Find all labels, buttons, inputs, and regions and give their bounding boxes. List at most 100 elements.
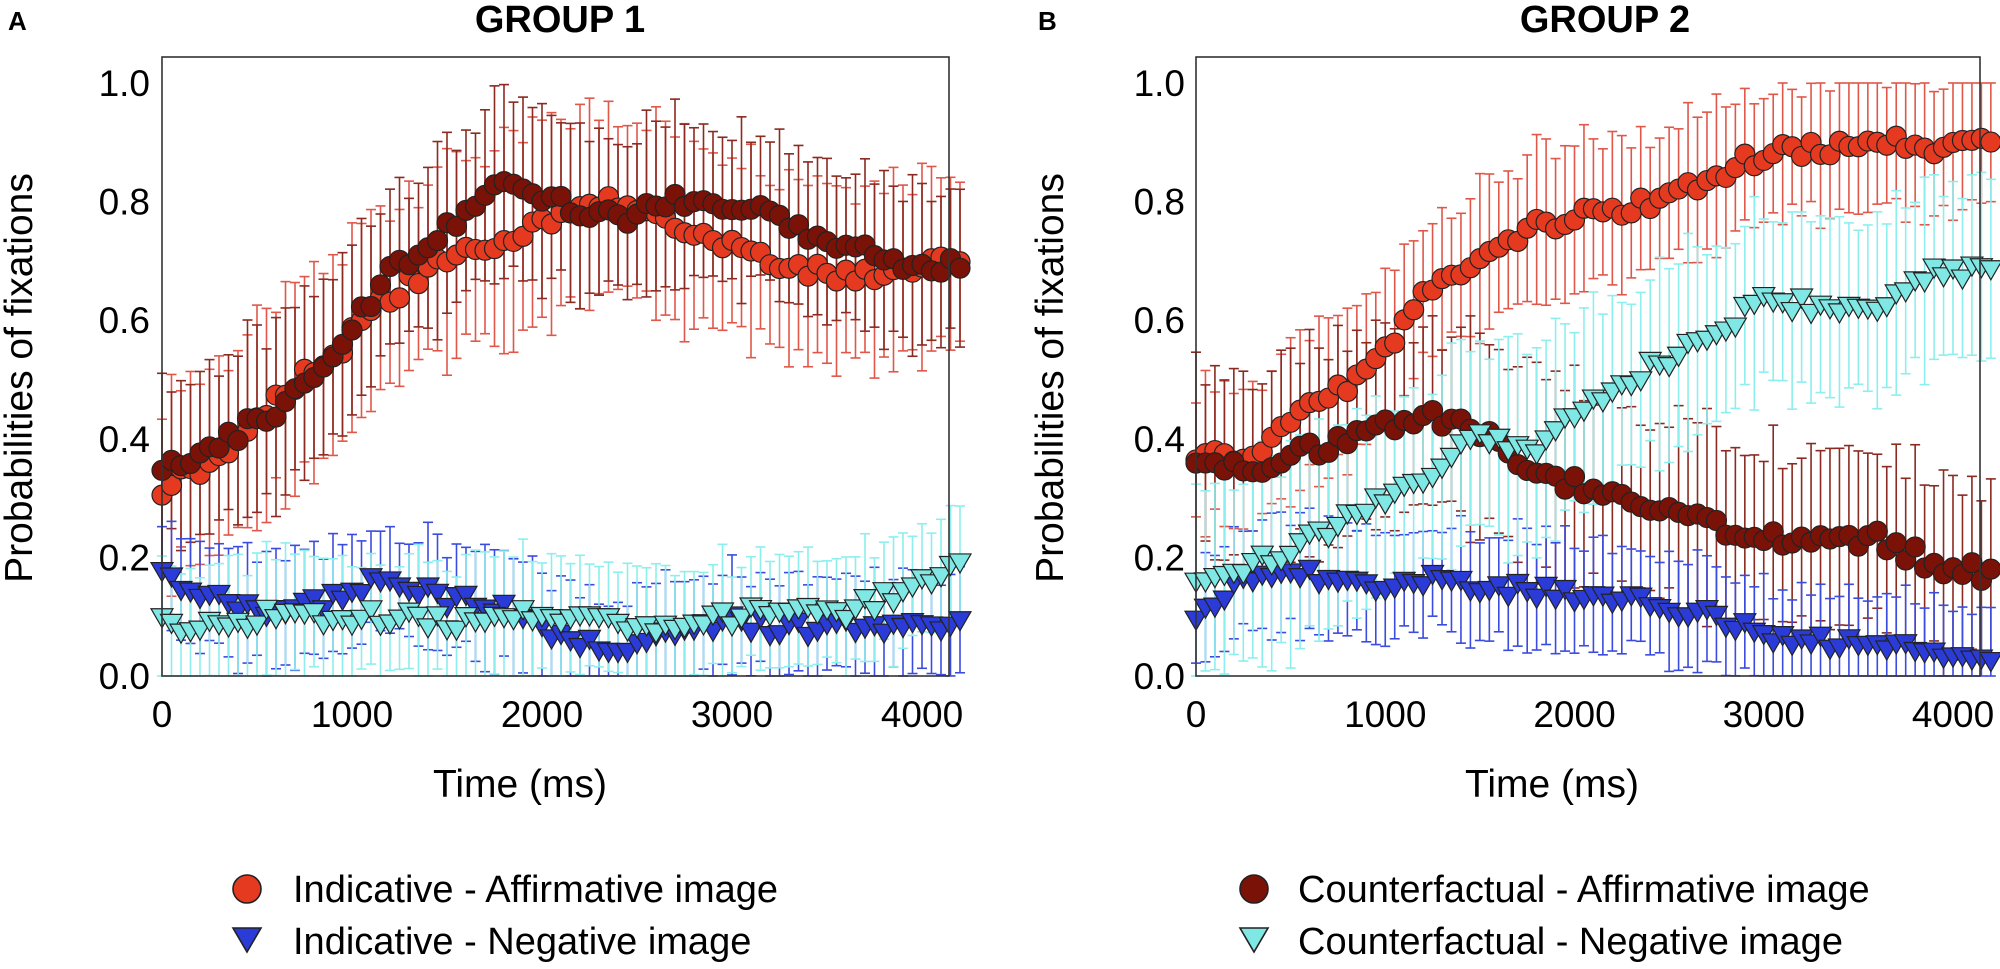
panel-a-y-tick-label: 0.6 (99, 300, 150, 341)
panel-b-point (1657, 356, 1682, 378)
legend-left: Indicative - Affirmative image Indicativ… (231, 869, 778, 963)
panel-a-point (928, 567, 954, 588)
panel-a-frame (161, 56, 950, 677)
panel-b-point (1563, 466, 1586, 488)
panel-b-y-axis-label: Probabilities of fixations (1029, 173, 1072, 583)
panel-a-point (244, 615, 270, 637)
panel-b-point (1874, 297, 1899, 318)
panel-b-x-tick-label: 2000 (1533, 694, 1615, 735)
panel-a-point (426, 230, 449, 252)
panel-b-point (1666, 346, 1691, 368)
panel-b-series-counterfactual-negative-image (1183, 256, 2000, 594)
panel-b-point (1524, 444, 1549, 466)
panel-b-point (1231, 564, 1256, 585)
panel-b-point (1704, 605, 1729, 627)
legend-counterfactual-negative-label: Counterfactual - Negative image (1298, 921, 1843, 963)
panel-b-point (1628, 371, 1653, 393)
panel-a-point (349, 583, 374, 605)
panel-b-point (1980, 558, 2000, 580)
panel-a-point (852, 589, 878, 610)
panel-b-y-tick-label: 1.0 (1134, 63, 1185, 104)
panel-a-y-tick-label: 0.4 (99, 419, 150, 460)
panel-b-point (1403, 299, 1425, 321)
panel-b-point (1288, 533, 1313, 554)
panel-b-point (1384, 332, 1406, 354)
panel-a-point (360, 295, 382, 318)
panel-b-ticks: 0 1000 2000 3000 4000 0.0 0.2 0.4 0.6 0.8 1.0 (1134, 63, 1995, 735)
panel-b-point (1278, 545, 1303, 567)
panel-a-point (407, 272, 430, 295)
panel-b-point (1524, 588, 1549, 610)
panel-a-point (691, 615, 716, 637)
panel-b-point (1590, 392, 1615, 413)
panel-b-title: GROUP 2 (1520, 0, 1690, 41)
panel-a-x-tick-label: 0 (152, 694, 173, 735)
panel-b-point (1780, 301, 1805, 323)
panel-a-point (301, 589, 327, 611)
panel-b-point (1961, 552, 1983, 574)
panel-a-point (415, 618, 441, 640)
panel-b-series-counterfactual-affirmative-image (1185, 399, 2000, 591)
legend-counterfactual-negative-marker (1238, 927, 1270, 954)
panel-b-x-tick-label: 1000 (1344, 694, 1426, 735)
panel-b-y-tick-label: 0.6 (1134, 300, 1185, 341)
panel-b-point (1827, 638, 1852, 660)
panel-b-y-tick-label: 0.4 (1134, 419, 1185, 460)
panel-b-x-axis-label: Time (ms) (1465, 763, 1639, 806)
panel-b-point (1543, 589, 1568, 611)
panel-b-point (1543, 421, 1568, 442)
panel-a-point (871, 623, 897, 645)
panel-a-point (301, 603, 327, 624)
panel-a-point (425, 606, 450, 628)
legend-right: Counterfactual - Affirmative image Count… (1238, 869, 1870, 963)
panel-a-point (445, 215, 468, 237)
panel-b-point (1950, 269, 1975, 291)
panel-a-plot-area (149, 83, 973, 677)
panel-a-point (501, 610, 526, 631)
panel-a-x-tick-label: 1000 (311, 694, 393, 735)
panel-b-point (1893, 282, 1918, 304)
panel-b-plot-area (1183, 82, 2000, 677)
panel-a-letter: A (8, 6, 27, 36)
panel-a-y-tick-label: 0.8 (99, 182, 150, 223)
panel-b-point (1354, 503, 1379, 525)
panel-b-point (1486, 576, 1511, 598)
panel-a-y-axis-label: Probabilities of fixations (0, 173, 41, 583)
panel-b-point (1421, 399, 1444, 422)
panel-b-point (1980, 131, 2000, 153)
panel-a-point (187, 620, 213, 642)
panel-a-point (881, 593, 906, 614)
legend-counterfactual-affirmative-marker (1239, 874, 1269, 904)
panel-b-point (1912, 272, 1937, 294)
panel-b-point (1552, 579, 1578, 601)
panel-b-point (1904, 536, 1926, 558)
panel-a-point (425, 583, 450, 605)
panel-b-series-indicative-negative-image (1183, 559, 2000, 673)
panel-b-x-tick-label: 0 (1186, 694, 1207, 735)
panel-b-y-tick-label: 0.0 (1134, 656, 1185, 697)
legend-indicative-affirmative-marker (232, 874, 262, 904)
panel-b-point (1885, 532, 1907, 554)
panel-a: A GROUP 1 Probabilities of fixations Tim… (0, 0, 973, 806)
panel-b-point (1978, 260, 2000, 281)
panel-a-point (871, 582, 897, 603)
panel-a-x-axis-label: Time (ms) (433, 763, 607, 806)
panel-a-point (369, 274, 392, 296)
panel-b-point (1496, 586, 1521, 608)
panel-b-x-tick-label: 3000 (1723, 694, 1805, 735)
legend-counterfactual-affirmative-label: Counterfactual - Affirmative image (1298, 869, 1870, 911)
panel-a-point (208, 437, 230, 459)
panel-b-point (1571, 401, 1597, 423)
panel-a-point (159, 567, 184, 589)
panel-a-series-counterfactual-affirmative-image (151, 170, 971, 481)
panel-a-point (388, 287, 411, 309)
panel-a-x-tick-label: 4000 (881, 694, 963, 735)
panel-a-point (550, 185, 572, 208)
panel-b-frame (1195, 56, 1981, 677)
panel-b-point (1808, 626, 1833, 648)
panel-b-x-tick-label: 4000 (1912, 694, 1994, 735)
panel-a-y-tick-label: 0.0 (99, 656, 150, 697)
panel-a-errorbars-counterfactual-affirmative-image (157, 83, 965, 569)
legend-indicative-affirmative-label: Indicative - Affirmative image (293, 869, 778, 911)
